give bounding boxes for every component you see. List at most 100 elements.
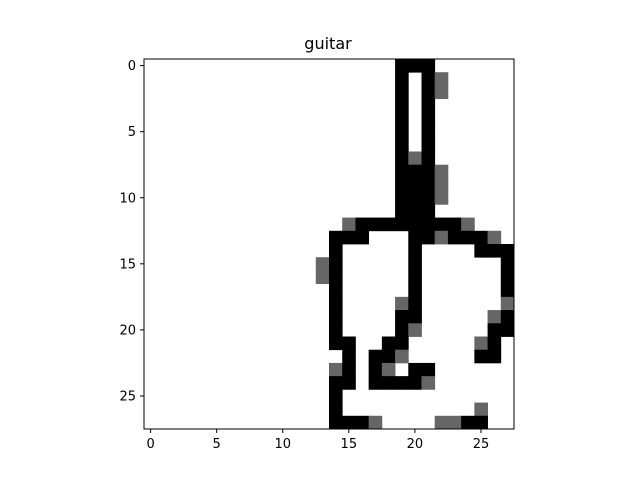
pixel-cell: [474, 336, 488, 351]
pixel-cell: [329, 376, 343, 390]
pixel-cell: [342, 336, 356, 351]
pixel-cell: [395, 204, 409, 218]
pixel-cell: [381, 336, 396, 351]
x-tick-label: 0: [146, 437, 154, 452]
pixel-cell: [500, 296, 515, 311]
pixel-cell: [395, 191, 409, 205]
pixel-cell: [408, 59, 422, 73]
pixel-cell: [395, 72, 409, 86]
pixel-cell: [342, 415, 356, 430]
pixel-cell: [434, 230, 449, 245]
pixel-cell: [421, 151, 436, 166]
pixel-cell: [408, 151, 422, 166]
pixel-cell: [487, 336, 502, 351]
y-axis: 0 5 10 15 20 25: [119, 59, 144, 404]
pixel-cell: [421, 376, 436, 390]
pixel-cell: [487, 349, 502, 364]
pixel-cell: [421, 164, 436, 179]
pixel-cell: [421, 191, 436, 205]
pixel-cell: [474, 415, 488, 430]
pixel-cell: [355, 230, 370, 245]
pixel-cell: [342, 230, 356, 245]
y-tick-label: 15: [119, 257, 136, 272]
pixel-cell: [329, 402, 343, 417]
y-tick-label: 0: [128, 59, 136, 74]
pixel-cell: [395, 138, 409, 152]
pixel-cell: [329, 296, 343, 311]
pixel-cell: [434, 177, 449, 192]
pixel-cell: [487, 230, 502, 245]
pixel-cell: [408, 310, 422, 324]
pixel-cell: [408, 283, 422, 298]
pixel-cell: [421, 125, 436, 139]
pixel-cell: [408, 323, 422, 337]
pixel-cell: [434, 85, 449, 100]
pixel-cell: [395, 349, 409, 364]
pixel-cell: [487, 310, 502, 324]
pixel-cell: [395, 296, 409, 311]
pixel-cell: [408, 362, 422, 377]
pixel-cell: [342, 349, 356, 364]
pixel-cell: [395, 323, 409, 337]
pixel-cell: [500, 323, 515, 337]
pixel-cell: [421, 230, 436, 245]
pixel-cell: [447, 415, 462, 430]
pixel-cell: [421, 362, 436, 377]
pixel-cell: [329, 270, 343, 285]
pixel-cell: [408, 244, 422, 258]
pixel-cell: [421, 204, 436, 218]
x-tick-label: 5: [213, 437, 221, 452]
pixel-cell: [395, 310, 409, 324]
pixel-cell: [461, 230, 475, 245]
x-tick-label: 25: [473, 437, 490, 452]
pixel-cell: [408, 296, 422, 311]
plot-area: [143, 58, 515, 430]
pixel-cell: [395, 217, 409, 232]
pixel-cell: [447, 230, 462, 245]
pixel-cell: [487, 323, 502, 337]
pixel-cell: [434, 191, 449, 205]
pixel-cell: [408, 204, 422, 218]
chart-title: guitar: [304, 34, 352, 53]
pixel-cell: [355, 415, 370, 430]
pixel-cell: [461, 217, 475, 232]
x-axis: 0 5 10 15 20 25: [146, 429, 489, 452]
pixel-cell: [408, 217, 422, 232]
pixel-cell: [500, 257, 515, 271]
pixel-cell: [500, 283, 515, 298]
pixel-cell: [408, 177, 422, 192]
pixel-cell: [487, 244, 502, 258]
pixel-cell: [395, 98, 409, 113]
pixel-cell: [434, 164, 449, 179]
y-tick-label: 20: [119, 323, 136, 338]
pixel-cell: [329, 230, 343, 245]
pixel-cell: [381, 376, 396, 390]
pixel-cell: [368, 415, 383, 430]
pixel-cell: [329, 310, 343, 324]
pixel-cell: [329, 257, 343, 271]
pixel-cell: [329, 323, 343, 337]
pixel-cell: [329, 389, 343, 403]
pixel-cell: [395, 376, 409, 390]
pixel-cell: [342, 362, 356, 377]
axes-frame: [143, 58, 515, 430]
pixel-cell: [421, 72, 436, 86]
pixel-cell: [329, 336, 343, 351]
pixel-cell: [355, 217, 370, 232]
pixel-cell: [329, 283, 343, 298]
pixel-cell: [474, 402, 488, 417]
pixel-cell: [461, 415, 475, 430]
pixel-cell: [315, 257, 330, 271]
pixel-cell: [395, 336, 409, 351]
pixel-cell: [381, 349, 396, 364]
pixel-cell: [500, 244, 515, 258]
pixel-cell: [408, 164, 422, 179]
pixel-cell: [329, 244, 343, 258]
pixel-cell: [342, 376, 356, 390]
pixel-cell: [421, 85, 436, 100]
pixel-cell: [421, 217, 436, 232]
pixel-cell: [329, 362, 343, 377]
pixel-cell: [381, 362, 396, 377]
pixel-cell: [500, 310, 515, 324]
